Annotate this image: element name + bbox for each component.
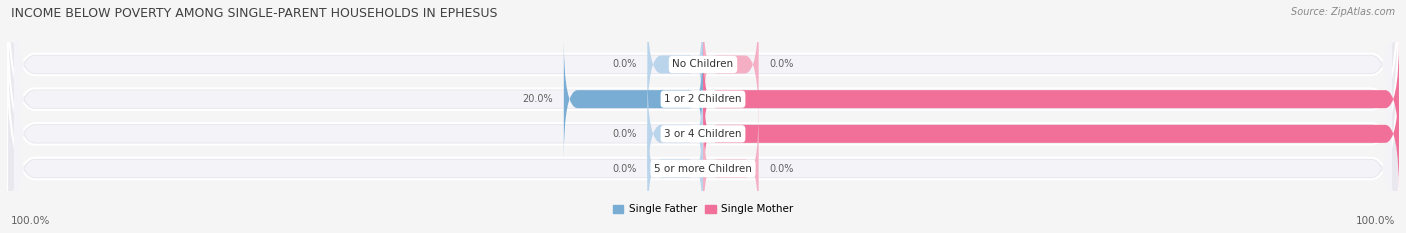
FancyBboxPatch shape <box>7 6 1399 233</box>
Text: 0.0%: 0.0% <box>613 59 637 69</box>
Text: 0.0%: 0.0% <box>613 164 637 174</box>
FancyBboxPatch shape <box>647 108 703 229</box>
FancyBboxPatch shape <box>703 39 1399 160</box>
Text: 5 or more Children: 5 or more Children <box>654 164 752 174</box>
Text: Source: ZipAtlas.com: Source: ZipAtlas.com <box>1291 7 1395 17</box>
FancyBboxPatch shape <box>703 73 1399 194</box>
Text: 0.0%: 0.0% <box>613 129 637 139</box>
FancyBboxPatch shape <box>14 73 1392 233</box>
FancyBboxPatch shape <box>14 38 1392 229</box>
FancyBboxPatch shape <box>647 73 703 194</box>
FancyBboxPatch shape <box>14 4 1392 195</box>
Text: 100.0%: 100.0% <box>11 216 51 226</box>
FancyBboxPatch shape <box>7 41 1399 233</box>
Text: 20.0%: 20.0% <box>523 94 554 104</box>
FancyBboxPatch shape <box>564 39 703 160</box>
Text: INCOME BELOW POVERTY AMONG SINGLE-PARENT HOUSEHOLDS IN EPHESUS: INCOME BELOW POVERTY AMONG SINGLE-PARENT… <box>11 7 498 20</box>
FancyBboxPatch shape <box>703 4 759 125</box>
FancyBboxPatch shape <box>7 0 1399 227</box>
Text: 3 or 4 Children: 3 or 4 Children <box>664 129 742 139</box>
Text: No Children: No Children <box>672 59 734 69</box>
Legend: Single Father, Single Mother: Single Father, Single Mother <box>609 200 797 219</box>
Text: 100.0%: 100.0% <box>1405 94 1406 104</box>
FancyBboxPatch shape <box>703 108 759 229</box>
Text: 1 or 2 Children: 1 or 2 Children <box>664 94 742 104</box>
Text: 100.0%: 100.0% <box>1405 129 1406 139</box>
Text: 0.0%: 0.0% <box>769 164 793 174</box>
Text: 100.0%: 100.0% <box>1355 216 1395 226</box>
FancyBboxPatch shape <box>7 0 1399 192</box>
FancyBboxPatch shape <box>647 4 703 125</box>
Text: 0.0%: 0.0% <box>769 59 793 69</box>
FancyBboxPatch shape <box>14 0 1392 160</box>
